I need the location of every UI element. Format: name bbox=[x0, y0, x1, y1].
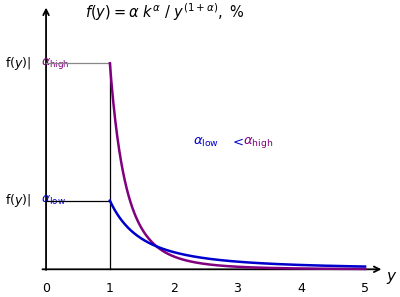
Text: $\alpha_{\mathrm{low}}$: $\alpha_{\mathrm{low}}$ bbox=[41, 194, 66, 207]
Text: $\alpha_{\mathrm{low}}$: $\alpha_{\mathrm{low}}$ bbox=[193, 136, 219, 149]
Text: 4: 4 bbox=[297, 282, 305, 295]
Text: 2: 2 bbox=[170, 282, 178, 295]
Text: $\alpha_{\mathrm{high}}$: $\alpha_{\mathrm{high}}$ bbox=[41, 56, 70, 71]
Text: $y$: $y$ bbox=[386, 270, 398, 286]
Text: 5: 5 bbox=[361, 282, 369, 295]
Text: 0: 0 bbox=[42, 282, 50, 295]
Text: $<$: $<$ bbox=[230, 136, 244, 149]
Text: 1: 1 bbox=[106, 282, 114, 295]
Text: 3: 3 bbox=[234, 282, 241, 295]
Text: $f(y) = \alpha\ k^\alpha\ /\ y^{(1+\alpha)},\ \%$: $f(y) = \alpha\ k^\alpha\ /\ y^{(1+\alph… bbox=[85, 1, 245, 23]
Text: $\alpha_{\mathrm{high}}$: $\alpha_{\mathrm{high}}$ bbox=[242, 135, 273, 150]
Text: $\mathrm{f}(y)|$: $\mathrm{f}(y)|$ bbox=[4, 192, 31, 209]
Text: $\mathrm{f}(y)|$: $\mathrm{f}(y)|$ bbox=[4, 55, 31, 72]
